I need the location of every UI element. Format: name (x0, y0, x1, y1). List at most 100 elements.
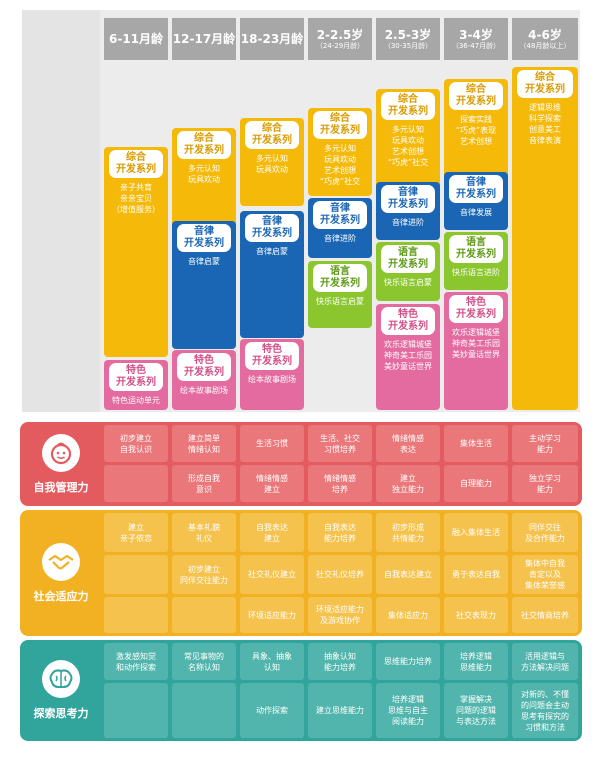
course-description: 音律启蒙 (256, 247, 288, 256)
course-series-tag: 特色 开发系列 (177, 353, 231, 381)
tag-line: 音律 (262, 216, 282, 227)
ability-cell: 融入集体生活 (444, 513, 508, 552)
col-header-3-4y: 3-4岁 （36-47月龄） (444, 18, 508, 60)
tag-line: 语言 (398, 247, 418, 258)
tag-line: 音律 (466, 177, 486, 188)
course-series-tag: 音律 开发系列 (245, 214, 299, 242)
ability-cell: 情绪情感 培养 (308, 465, 372, 502)
tag-line: 特色 (466, 297, 486, 308)
course-block: 综合 开发系列多元认知 玩具欢动 (240, 118, 304, 206)
course-block: 综合 开发系列 多元认知 玩具欢动 艺术创想 “巧虎”社交 (308, 108, 372, 196)
ability-cell: 情绪情感 表达 (376, 425, 440, 462)
tag-line: 特色 (262, 344, 282, 355)
tag-line: 开发系列 (525, 84, 565, 95)
ability-cell (172, 683, 236, 738)
ability-cell: 社交情商培养 (512, 597, 578, 633)
tag-line: 开发系列 (184, 145, 224, 156)
course-block: 综合 开发系列 逻辑思维 科学探索 创意美工 音律表演 (512, 67, 578, 410)
course-block: 特色 开发系列绘本故事剧场 (240, 339, 304, 410)
course-description: 绘本故事剧场 (180, 386, 228, 395)
child-face-icon (42, 433, 80, 472)
ability-cell: 活用逻辑与 方法解决问题 (512, 643, 578, 680)
tag-line: 综合 (194, 133, 214, 144)
ability-cell: 形成自我 意识 (172, 465, 236, 502)
course-description: 探索实践 “巧虎”表现 艺术创想 (455, 115, 497, 146)
tag-line: 音律 (194, 226, 214, 237)
course-description: 绘本故事剧场 (248, 375, 296, 384)
ability-cell: 社交礼仪培养 (308, 555, 372, 594)
tag-line: 综合 (330, 113, 350, 124)
course-description: 快乐语言启蒙 (316, 297, 364, 306)
course-series-tag: 音律 开发系列 (313, 201, 367, 229)
ability-cell (104, 597, 168, 633)
tag-line: 综合 (398, 94, 418, 105)
course-series-tag: 综合 开发系列 (177, 131, 231, 159)
course-series-tag: 特色 开发系列 (449, 295, 503, 323)
col-header-sub: （48月龄以上） (519, 41, 571, 50)
ability-cell: 自我表达建立 (376, 555, 440, 594)
tag-line: 开发系列 (456, 249, 496, 260)
col-header-label: 18-23月龄 (240, 32, 304, 46)
tag-line: 特色 (126, 365, 146, 376)
tag-line: 综合 (466, 84, 486, 95)
ability-cell: 思维能力培养 (376, 643, 440, 680)
tag-line: 开发系列 (456, 189, 496, 200)
course-description: 多元认知 玩具欢动 艺术创想 “巧虎”社交 (319, 144, 361, 186)
col-header-label: 12-17月龄 (172, 32, 236, 46)
course-block: 语言 开发系列快乐语言启蒙 (376, 242, 440, 301)
tag-line: 开发系列 (456, 96, 496, 107)
course-description: 音律进阶 (392, 218, 424, 227)
course-block: 特色 开发系列绘本故事剧场 (172, 350, 236, 410)
tag-line: 语言 (330, 266, 350, 277)
tag-line: 开发系列 (456, 309, 496, 320)
col-header-label: 2.5-3岁 (384, 27, 432, 42)
course-series-tag: 语言 开发系列 (313, 264, 367, 292)
ability-cell (104, 465, 168, 502)
course-block: 特色 开发系列 欢乐逻辑城堡 神奇美工乐园 美妙童话世界 (444, 292, 508, 410)
course-description: 特色运动单元 (112, 396, 160, 405)
course-description: 欢乐逻辑城堡 神奇美工乐园 美妙童话世界 (452, 328, 500, 359)
category-name: 自我管理力 (33, 480, 89, 494)
corner-blank (22, 10, 100, 412)
col-header-sub: （36-47月龄） (451, 41, 501, 50)
ability-cell: 激发感知觉 和动作探索 (104, 643, 168, 680)
col-header-sub: （24-29月龄） (315, 41, 365, 50)
course-series-tag: 音律 开发系列 (449, 175, 503, 203)
ability-cell: 掌握解决 问题的逻辑 与表达方法 (444, 683, 508, 738)
course-block: 综合 开发系列探索实践 “巧虎”表现 艺术创想 (444, 79, 508, 185)
ability-cell: 同伴交往 及合作能力 (512, 513, 578, 552)
category-name: 探索思考力 (33, 707, 89, 720)
ability-cell: 环境适应能力 (240, 597, 304, 633)
tag-line: 开发系列 (252, 356, 292, 367)
ability-cell: 对新的、不懂 的问题会主动 思考有探究的 习惯和方法 (512, 683, 578, 738)
self-management-label: 自我管理力 (20, 422, 102, 506)
tag-line: 特色 (194, 355, 214, 366)
course-description: 多元认知 玩具欢动 (256, 154, 288, 174)
ability-cell: 基本礼貌 礼仪 (172, 513, 236, 552)
tag-line: 综合 (262, 123, 282, 134)
col-header-sub: （30-35月龄） (383, 41, 433, 50)
col-header-2-2.5y: 2-2.5岁 （24-29月龄） (308, 18, 372, 60)
course-description: 快乐语言启蒙 (384, 278, 432, 287)
tag-line: 语言 (466, 237, 486, 248)
course-description: 音律启蒙 (188, 257, 220, 266)
tag-line: 开发系列 (252, 228, 292, 239)
social-adaptation-label: 社会适应力 (20, 510, 102, 636)
col-header-label: 6-11月龄 (108, 32, 164, 46)
ability-cell: 环境适应能力 及游戏协作 (308, 597, 372, 633)
course-series-tag: 综合 开发系列 (381, 92, 435, 120)
ability-cell: 常见事物的 名称认知 (172, 643, 236, 680)
ability-cell: 集体生活 (444, 425, 508, 462)
course-block: 音律 开发系列 音律发展 (444, 172, 508, 230)
course-block: 语言 开发系列 快乐语言进阶 (444, 232, 508, 290)
tag-line: 开发系列 (388, 259, 428, 270)
col-header-18-23m: 18-23月龄 (240, 18, 304, 60)
col-header-12-17m: 12-17月龄 (172, 18, 236, 60)
tag-line: 开发系列 (252, 135, 292, 146)
ability-cell: 集体适应力 (376, 597, 440, 633)
course-series-tag: 特色 开发系列 (245, 342, 299, 370)
tag-line: 特色 (398, 309, 418, 320)
tag-line: 开发系列 (116, 164, 156, 175)
ability-cell: 具象、抽象 认知 (240, 643, 304, 680)
ability-cell: 初步建立 同伴交往能力 (172, 555, 236, 594)
